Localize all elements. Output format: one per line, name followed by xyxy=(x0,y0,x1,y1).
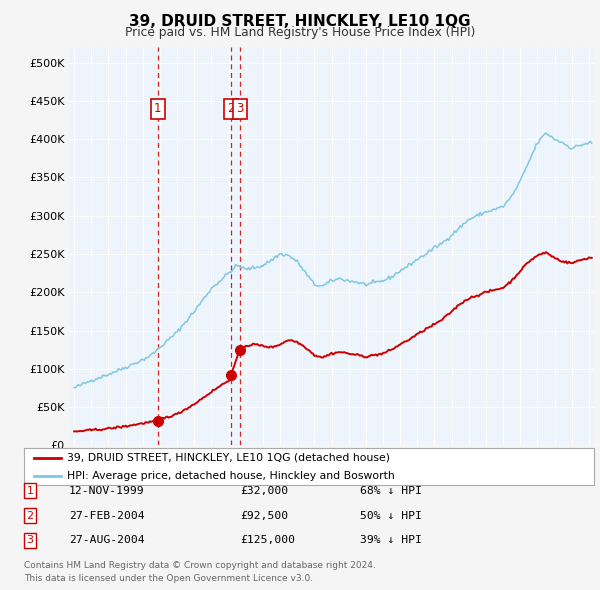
Text: 2: 2 xyxy=(26,511,34,520)
Text: 39% ↓ HPI: 39% ↓ HPI xyxy=(360,536,422,545)
Text: 3: 3 xyxy=(26,536,34,545)
Text: 27-AUG-2004: 27-AUG-2004 xyxy=(69,536,145,545)
Text: 1: 1 xyxy=(154,103,161,116)
Text: 39, DRUID STREET, HINCKLEY, LE10 1QG: 39, DRUID STREET, HINCKLEY, LE10 1QG xyxy=(129,14,471,28)
Text: 39, DRUID STREET, HINCKLEY, LE10 1QG (detached house): 39, DRUID STREET, HINCKLEY, LE10 1QG (de… xyxy=(67,453,390,463)
Text: £32,000: £32,000 xyxy=(240,486,288,496)
Text: £125,000: £125,000 xyxy=(240,536,295,545)
Text: 1: 1 xyxy=(26,486,34,496)
Text: Price paid vs. HM Land Registry's House Price Index (HPI): Price paid vs. HM Land Registry's House … xyxy=(125,26,475,39)
Text: 50% ↓ HPI: 50% ↓ HPI xyxy=(360,511,422,520)
Text: 68% ↓ HPI: 68% ↓ HPI xyxy=(360,486,422,496)
Text: 27-FEB-2004: 27-FEB-2004 xyxy=(69,511,145,520)
Text: 2: 2 xyxy=(227,103,235,116)
Text: 3: 3 xyxy=(236,103,244,116)
Text: 12-NOV-1999: 12-NOV-1999 xyxy=(69,486,145,496)
Text: HPI: Average price, detached house, Hinckley and Bosworth: HPI: Average price, detached house, Hinc… xyxy=(67,471,395,481)
Text: Contains HM Land Registry data © Crown copyright and database right 2024.: Contains HM Land Registry data © Crown c… xyxy=(24,561,376,570)
Text: £92,500: £92,500 xyxy=(240,511,288,520)
Text: This data is licensed under the Open Government Licence v3.0.: This data is licensed under the Open Gov… xyxy=(24,574,313,583)
